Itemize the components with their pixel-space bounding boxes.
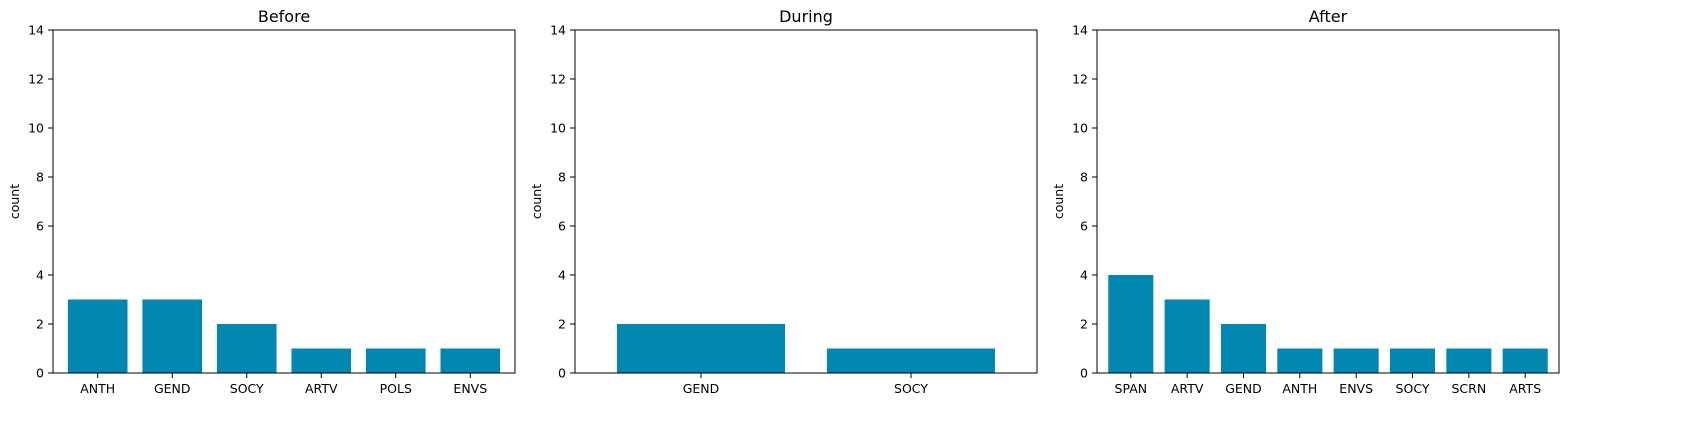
y-tick-label: 0 xyxy=(558,366,566,381)
chart-panel: GEND SOCY 0 2 4 6 8 10 12 14 During count xyxy=(529,7,1038,396)
bar xyxy=(1446,348,1492,373)
x-tick-label: SCRN xyxy=(1452,381,1487,396)
chart-title: During xyxy=(779,7,833,26)
bar xyxy=(365,348,426,373)
y-tick-label: 2 xyxy=(36,317,44,332)
y-tick-label: 14 xyxy=(550,23,566,38)
x-tick-label: ARTS xyxy=(1509,381,1541,396)
bar xyxy=(1108,275,1154,373)
y-tick-label: 4 xyxy=(36,268,44,283)
x-tick-label: ENVS xyxy=(453,381,487,396)
y-axis-label: count xyxy=(1051,184,1066,219)
y-tick-label: 12 xyxy=(28,72,44,87)
x-tick-label: ANTH xyxy=(1282,381,1317,396)
y-tick-label: 0 xyxy=(1080,366,1088,381)
bar xyxy=(67,299,128,373)
y-tick-label: 8 xyxy=(36,170,44,185)
y-tick-label: 6 xyxy=(558,219,566,234)
chart-title: Before xyxy=(258,7,310,26)
x-tick-label: POLS xyxy=(380,381,412,396)
y-tick-label: 2 xyxy=(1080,317,1088,332)
y-tick-label: 14 xyxy=(1072,23,1088,38)
x-tick-label: SOCY xyxy=(894,381,928,396)
bar xyxy=(827,348,995,373)
chart-panel: SPAN ARTV GEND ANTH ENVS SOCY SCRN ARTS 0 2 4 6 8 10 1… xyxy=(1051,7,1560,396)
x-tick-label: GEND xyxy=(154,381,191,396)
y-tick-label: 6 xyxy=(36,219,44,234)
x-tick-label: ENVS xyxy=(1339,381,1373,396)
y-tick-label: 4 xyxy=(1080,268,1088,283)
x-tick-label: ANTH xyxy=(80,381,115,396)
y-tick-label: 10 xyxy=(1072,121,1088,136)
bar xyxy=(617,324,785,373)
axes-frame xyxy=(1096,29,1560,374)
bar xyxy=(1502,348,1548,373)
x-tick-label: SOCY xyxy=(230,381,264,396)
y-tick-label: 12 xyxy=(1072,72,1088,87)
bar xyxy=(216,324,277,373)
y-tick-label: 8 xyxy=(558,170,566,185)
x-tick-label: GEND xyxy=(1225,381,1262,396)
y-tick-label: 0 xyxy=(36,366,44,381)
x-tick-label: ARTV xyxy=(1171,381,1204,396)
axes-frame xyxy=(574,29,1038,374)
x-tick-label: GEND xyxy=(683,381,720,396)
y-tick-label: 2 xyxy=(558,317,566,332)
y-tick-label: 10 xyxy=(550,121,566,136)
y-tick-label: 14 xyxy=(28,23,44,38)
y-tick-label: 12 xyxy=(550,72,566,87)
bar xyxy=(291,348,352,373)
y-axis-label: count xyxy=(529,184,544,219)
bar xyxy=(1277,348,1323,373)
bar xyxy=(1389,348,1436,373)
bar xyxy=(1164,299,1210,373)
y-axis-label: count xyxy=(7,184,22,219)
y-tick-label: 6 xyxy=(1080,219,1088,234)
bar xyxy=(142,299,203,373)
x-tick-label: ARTV xyxy=(305,381,338,396)
bar xyxy=(1333,348,1379,373)
y-tick-label: 4 xyxy=(558,268,566,283)
y-tick-label: 10 xyxy=(28,121,44,136)
chart-title: After xyxy=(1309,7,1348,26)
chart-panel: ANTH GEND SOCY ARTV POLS ENVS 0 2 4 6 8 10 12 14 Befor… xyxy=(7,7,516,396)
axes-frame xyxy=(52,29,516,374)
bar xyxy=(440,348,501,373)
bar xyxy=(1220,324,1267,373)
x-tick-label: SPAN xyxy=(1115,381,1148,396)
y-tick-label: 8 xyxy=(1080,170,1088,185)
x-tick-label: SOCY xyxy=(1396,381,1430,396)
